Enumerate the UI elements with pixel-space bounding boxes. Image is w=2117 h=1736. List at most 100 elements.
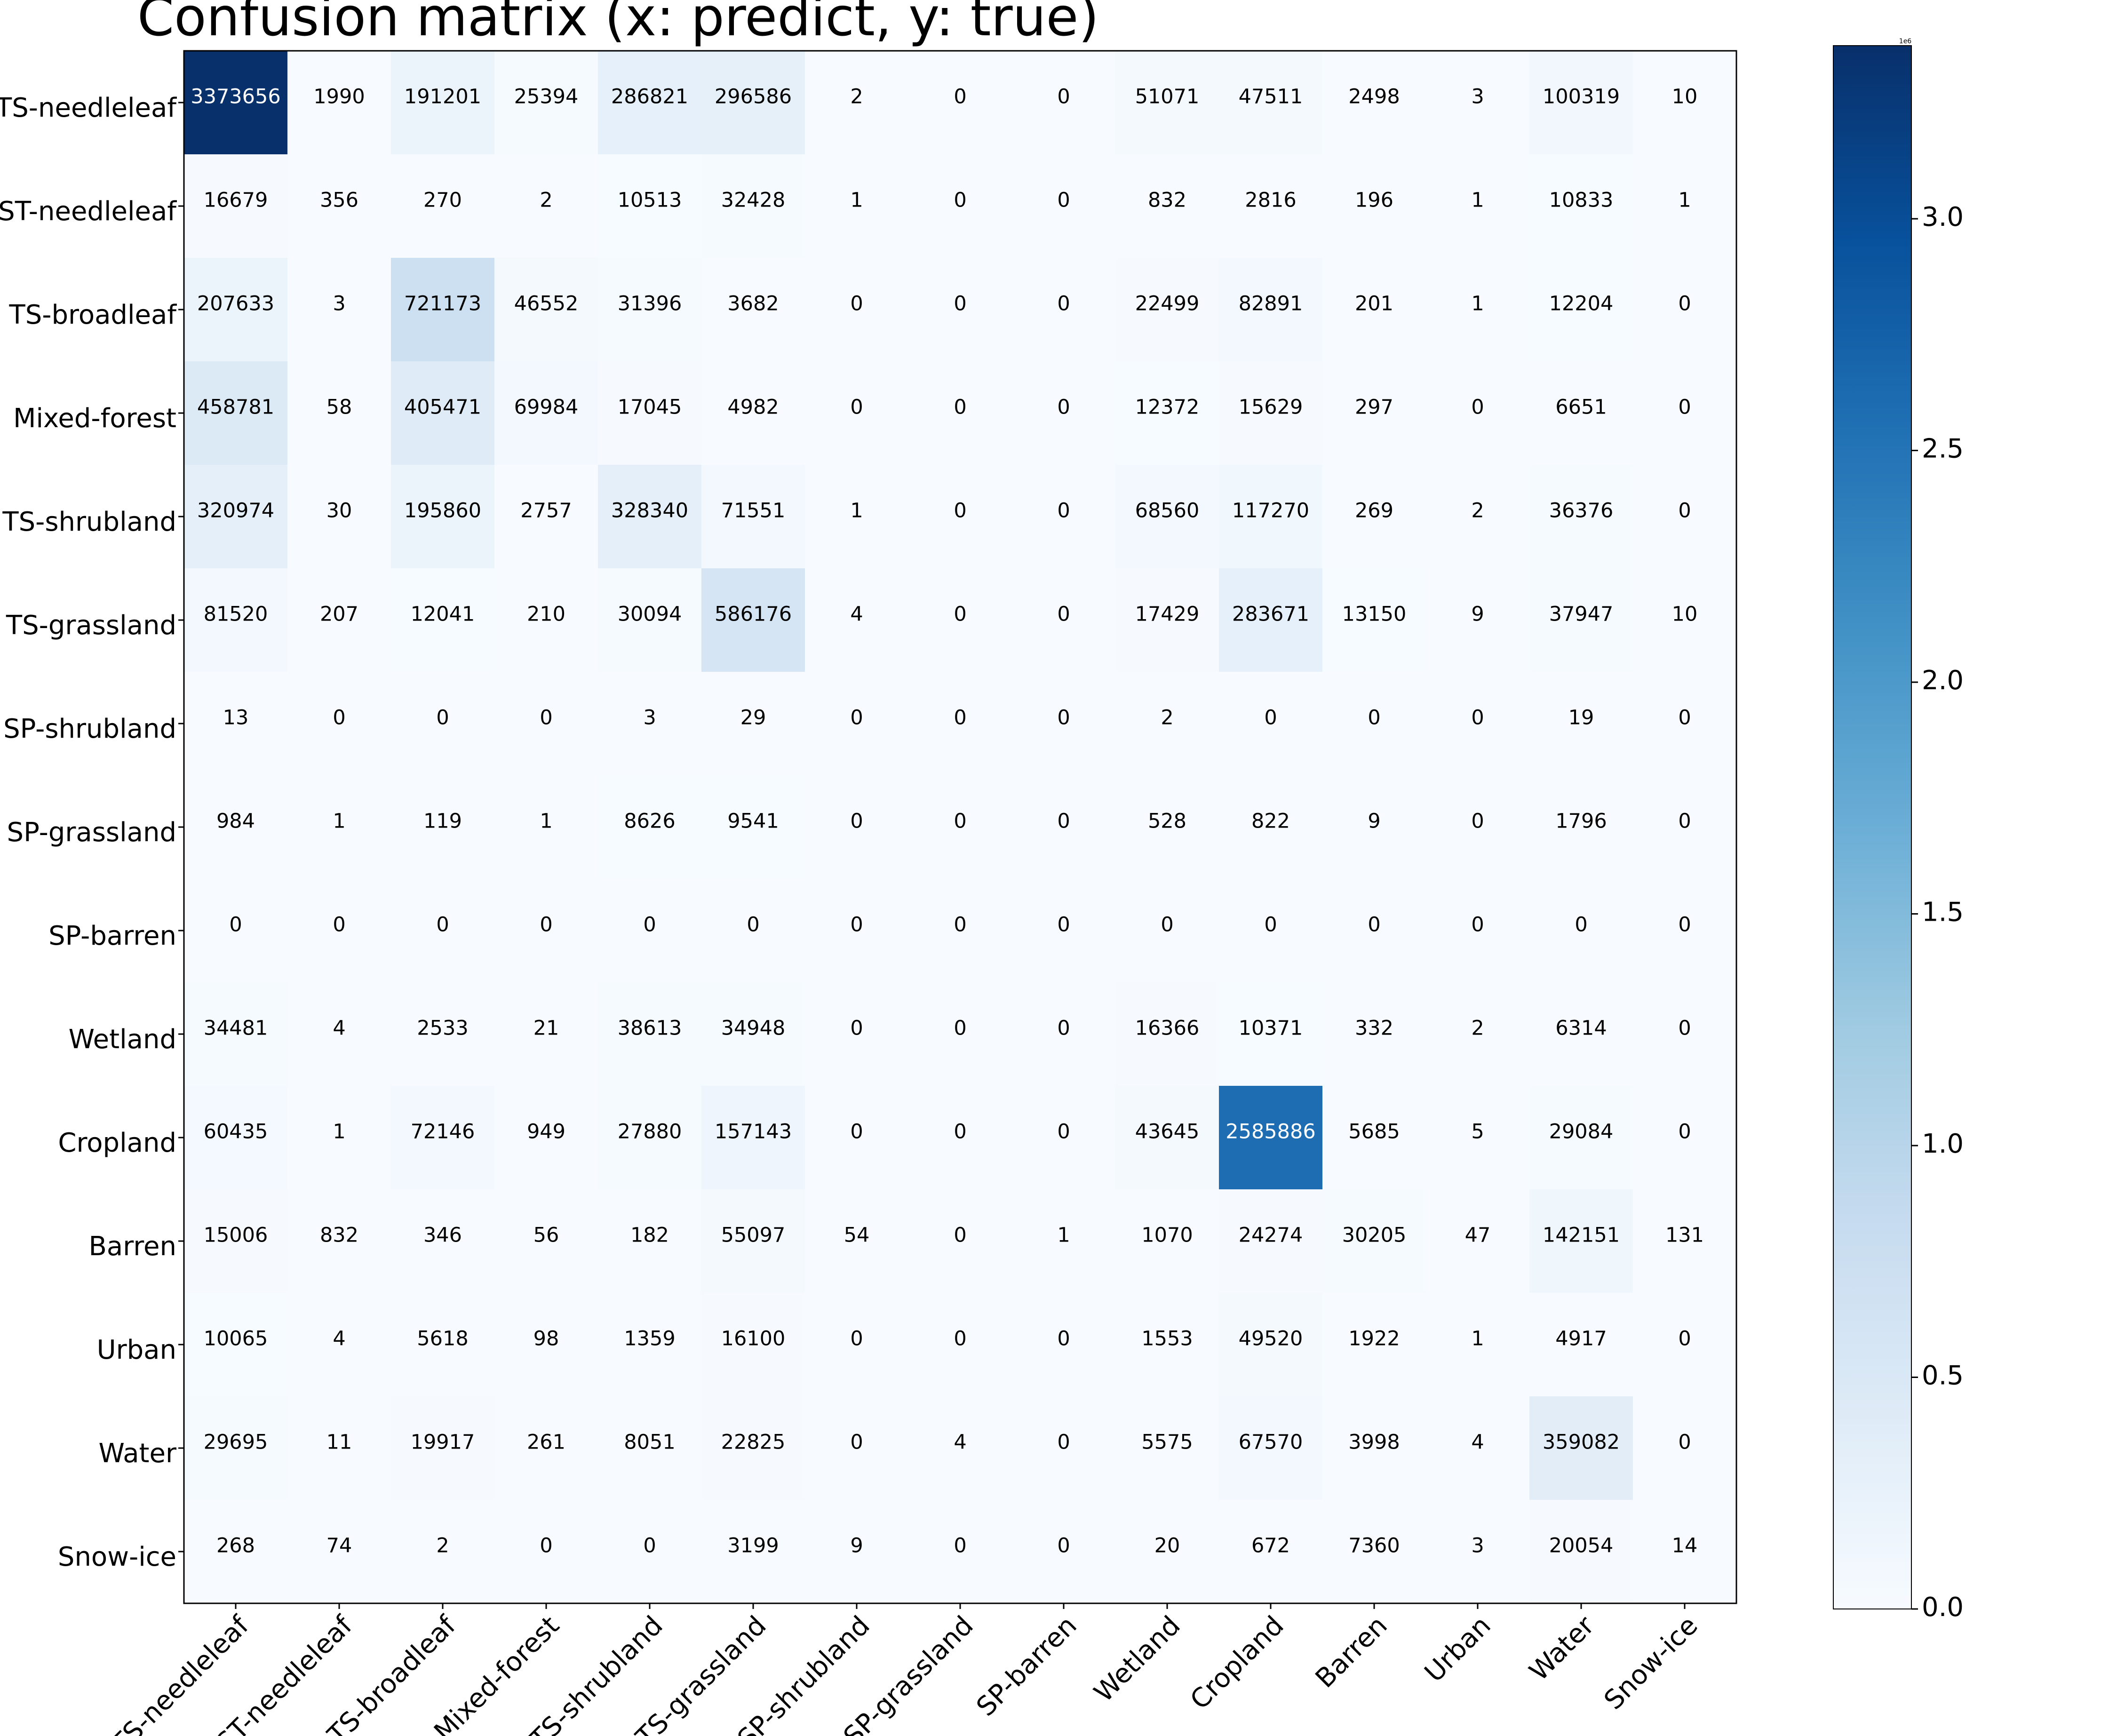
heatmap-cell	[1012, 465, 1116, 569]
heatmap-cell	[184, 258, 288, 362]
cell-value-label: 0	[1057, 292, 1070, 316]
heatmap-cell	[598, 465, 702, 569]
heatmap-cell	[598, 672, 702, 776]
heatmap-cell	[184, 982, 288, 1086]
cell-value-label: 36376	[1549, 499, 1614, 523]
heatmap-cell	[287, 465, 391, 569]
cell-value-label: 832	[1148, 189, 1186, 212]
heatmap-cell	[805, 258, 909, 362]
cell-value-label: 13	[223, 706, 249, 730]
y-tick-label: SP-shrubland	[3, 714, 176, 744]
cell-value-label: 3373656	[191, 85, 281, 109]
heatmap-cell	[1633, 361, 1737, 465]
heatmap-cell	[287, 1396, 391, 1500]
heatmap-cell	[1219, 1293, 1323, 1397]
heatmap-cell	[1426, 154, 1530, 258]
cell-value-label: 201	[1355, 292, 1393, 316]
cell-value-label: 0	[333, 706, 345, 730]
heatmap-cell	[1115, 982, 1219, 1086]
cell-value-label: 0	[954, 1534, 966, 1558]
cell-value-label: 2	[1471, 1017, 1484, 1040]
heatmap-cell	[1115, 1086, 1219, 1190]
heatmap-cell	[1322, 1189, 1426, 1293]
cell-value-label: 22825	[721, 1431, 786, 1454]
heatmap-cell	[1529, 465, 1633, 569]
y-tick-label: TS-grassland	[6, 610, 176, 641]
heatmap-cell	[908, 154, 1012, 258]
cell-value-label: 6651	[1555, 396, 1607, 419]
heatmap-cell	[598, 879, 702, 983]
heatmap-cell	[287, 568, 391, 672]
cell-value-label: 6314	[1555, 1017, 1607, 1040]
heatmap-cell	[1426, 465, 1530, 569]
cell-value-label: 0	[1471, 810, 1484, 833]
cell-value-label: 5	[1471, 1120, 1484, 1144]
cell-value-label: 1	[850, 499, 863, 523]
heatmap-cell	[701, 982, 805, 1086]
cell-value-label: 359082	[1543, 1431, 1620, 1454]
y-tick-label: Barren	[88, 1231, 176, 1262]
cell-value-label: 0	[1057, 706, 1070, 730]
heatmap-cell	[1219, 361, 1323, 465]
heatmap-cell	[1115, 568, 1219, 672]
heatmap-cell	[598, 982, 702, 1086]
heatmap-cell	[1633, 672, 1737, 776]
heatmap-cell	[805, 1086, 909, 1190]
heatmap-cell	[1115, 51, 1219, 155]
colorbar-tick-label: 1.5	[1922, 897, 1964, 928]
cell-value-label: 191201	[404, 85, 481, 109]
cell-value-label: 1	[540, 810, 552, 833]
heatmap-cell	[1426, 1293, 1530, 1397]
heatmap-cell	[184, 672, 288, 776]
cell-value-label: 30205	[1342, 1224, 1407, 1247]
heatmap-cell	[1219, 1189, 1323, 1293]
heatmap-cell	[1322, 154, 1426, 258]
cell-value-label: 270	[423, 189, 462, 212]
heatmap-cell	[1322, 568, 1426, 672]
heatmap-cell	[805, 1396, 909, 1500]
cell-value-label: 74	[326, 1534, 352, 1558]
y-tick-label: ST-needleleaf	[0, 196, 177, 227]
heatmap-cell	[598, 1293, 702, 1397]
cell-value-label: 27880	[618, 1120, 682, 1144]
heatmap-cell	[391, 258, 495, 362]
heatmap-cell	[494, 775, 598, 879]
y-tick-label: Water	[98, 1438, 177, 1469]
cell-value-label: 0	[643, 913, 656, 937]
heatmap-cells: 3373656 1990 191201 25394 286821 296586 2 0 0 510…	[184, 51, 1737, 1604]
cell-value-label: 157143	[715, 1120, 792, 1144]
cell-value-label: 182	[630, 1224, 669, 1247]
cell-value-label: 30	[326, 499, 352, 523]
cell-value-label: 60435	[204, 1120, 268, 1144]
heatmap-cell	[1633, 775, 1737, 879]
heatmap-cell	[908, 982, 1012, 1086]
heatmap-cell	[494, 258, 598, 362]
cell-value-label: 37947	[1549, 603, 1614, 626]
cell-value-label: 0	[850, 706, 863, 730]
heatmap-cell	[1529, 1086, 1633, 1190]
cell-value-label: 0	[954, 396, 966, 419]
cell-value-label: 34948	[721, 1017, 786, 1040]
cell-value-label: 3	[643, 706, 656, 730]
cell-value-label: 984	[216, 810, 255, 833]
cell-value-label: 1	[1678, 189, 1691, 212]
cell-value-label: 0	[1057, 1431, 1070, 1454]
heatmap-cell	[494, 1189, 598, 1293]
cell-value-label: 2816	[1245, 189, 1296, 212]
cell-value-label: 1922	[1348, 1327, 1400, 1351]
heatmap-cell	[1322, 879, 1426, 983]
cell-value-label: 0	[1057, 85, 1070, 109]
heatmap-cell	[1529, 1189, 1633, 1293]
cell-value-label: 328340	[611, 499, 688, 523]
cell-value-label: 0	[850, 810, 863, 833]
cell-value-label: 11	[326, 1431, 352, 1454]
x-tick-label: Water	[1524, 1610, 1601, 1687]
cell-value-label: 0	[1057, 1534, 1070, 1558]
heatmap-cell	[908, 465, 1012, 569]
heatmap-cell	[1633, 51, 1737, 155]
heatmap-cell	[287, 1189, 391, 1293]
heatmap-cell	[287, 879, 391, 983]
heatmap-cell	[701, 672, 805, 776]
heatmap-cell	[1426, 1396, 1530, 1500]
heatmap-cell	[391, 465, 495, 569]
